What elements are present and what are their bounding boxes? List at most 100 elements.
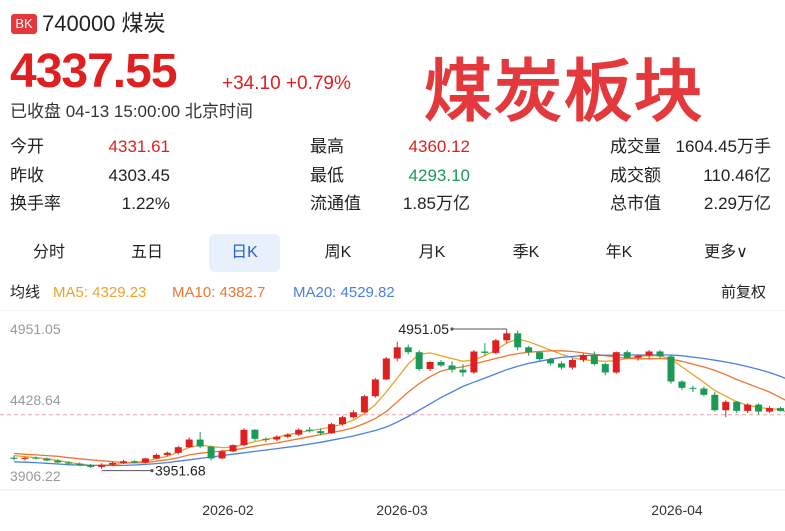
candle-body (141, 458, 149, 463)
high-annotation: 4951.05 (398, 321, 449, 337)
candle-body (612, 352, 620, 373)
candle-body (65, 462, 73, 464)
stat-value-turnover: 1.22% (121, 194, 170, 213)
candle-body (415, 352, 423, 369)
candle-body (634, 355, 642, 358)
candle-body (700, 388, 708, 395)
low-annotation: 3951.68 (155, 463, 206, 479)
candle-body (547, 359, 555, 364)
candle-body (459, 369, 467, 373)
tab-monthly-k[interactable]: 月K (418, 244, 446, 261)
stat-value-volume: 1604.45万手 (675, 137, 771, 156)
candle-body (174, 447, 182, 453)
candle-body (54, 460, 62, 463)
candle-body (328, 424, 336, 434)
x-tick-apr: 2026-04 (651, 502, 703, 518)
candle-body (295, 429, 303, 435)
candle-body (207, 446, 215, 459)
ma-line-ma10 (13, 350, 785, 464)
candle-body (536, 352, 544, 360)
ma-label: 均线 (10, 284, 41, 301)
candle-body (492, 340, 500, 353)
stat-value-prev-close: 4303.45 (108, 166, 170, 185)
candle-body (371, 379, 379, 397)
price-change: +34.10 +0.79% (222, 73, 351, 94)
stat-label-amount: 成交额 (610, 166, 661, 185)
candle-body (481, 351, 489, 353)
candle-body (218, 451, 226, 459)
candle-body (185, 439, 193, 448)
stat-label-low: 最低 (310, 166, 344, 185)
low-marker-dot (150, 469, 154, 473)
tab-weekly-k[interactable]: 周K (324, 244, 352, 261)
candle-body (339, 417, 346, 425)
candle-body (404, 347, 412, 353)
ma5-value: MA5: 4329.23 (53, 284, 147, 301)
candle-body (262, 438, 270, 440)
tab-yearly-k[interactable]: 年K (605, 244, 633, 261)
sector-badge: BK (11, 14, 37, 34)
stat-value-low: 4293.10 (408, 166, 470, 185)
tab-intraday[interactable]: 分时 (32, 244, 65, 261)
market-status: 已收盘 04-13 15:00:00 北京时间 (10, 102, 253, 121)
candle-body (601, 364, 609, 373)
candle-body (120, 461, 127, 463)
candle-body (43, 458, 51, 461)
sector-title: 740000 煤炭 (42, 11, 166, 36)
candle-body (448, 365, 456, 370)
sector-stamp-text: 煤炭板块 (424, 52, 705, 132)
candle-body (32, 457, 40, 459)
stat-value-open: 4331.61 (108, 137, 170, 156)
candle-body (76, 463, 84, 466)
candle-body (360, 396, 368, 413)
candle-body (98, 464, 106, 467)
candle-body (437, 361, 445, 366)
current-price: 4337.55 (10, 45, 178, 98)
candle-body (645, 351, 653, 356)
stat-label-market-cap: 总市值 (610, 194, 661, 213)
y-tick-mid: 4428.64 (10, 392, 61, 408)
candlestick-chart[interactable]: 4951.05 4428.64 3906.22 4951.05 3951.68 2… (0, 310, 785, 531)
candle-body (623, 352, 631, 358)
candle-body (711, 394, 719, 411)
tab-more[interactable]: 更多∨ (704, 244, 748, 261)
candle-body (722, 401, 730, 411)
candle-body (656, 351, 664, 357)
candle-body (755, 404, 763, 412)
candle-body (678, 381, 686, 388)
candle-body (163, 452, 171, 455)
candle-body (273, 436, 281, 440)
candle-body (10, 457, 18, 459)
candle-body (349, 412, 357, 418)
y-tick-high: 4951.05 (10, 321, 61, 337)
stat-label-volume: 成交量 (610, 137, 661, 156)
candle-body (558, 363, 565, 368)
stat-value-float-cap: 1.85万亿 (402, 194, 470, 213)
ma20-value: MA20: 4529.82 (293, 284, 395, 301)
y-tick-low: 3906.22 (10, 468, 61, 484)
stat-label-high: 最高 (310, 137, 344, 156)
candle-body (284, 434, 292, 437)
tab-five-day[interactable]: 五日 (130, 244, 163, 261)
candle-body (667, 356, 675, 382)
candle-body (470, 351, 478, 373)
high-marker-dot (450, 327, 454, 331)
ma10-value: MA10: 4382.7 (172, 284, 266, 301)
stat-label-open: 今开 (10, 137, 44, 156)
candle-body (525, 347, 533, 353)
candle-body (777, 408, 784, 411)
candle-body (426, 361, 434, 369)
candle-body (229, 445, 237, 452)
adjust-toggle[interactable]: 前复权 (721, 284, 767, 301)
candle-body (196, 439, 204, 447)
candle-body (503, 333, 511, 341)
stat-value-amount: 110.46亿 (703, 166, 771, 185)
tab-daily-k[interactable]: 日K (209, 234, 280, 272)
stat-label-prev-close: 昨收 (10, 166, 44, 185)
candle-body (317, 431, 325, 434)
candle-body (152, 454, 160, 459)
tab-quarterly-k[interactable]: 季K (512, 244, 540, 261)
candle-body (87, 465, 95, 467)
stat-label-float-cap: 流通值 (310, 194, 361, 213)
candle-body (579, 354, 587, 360)
